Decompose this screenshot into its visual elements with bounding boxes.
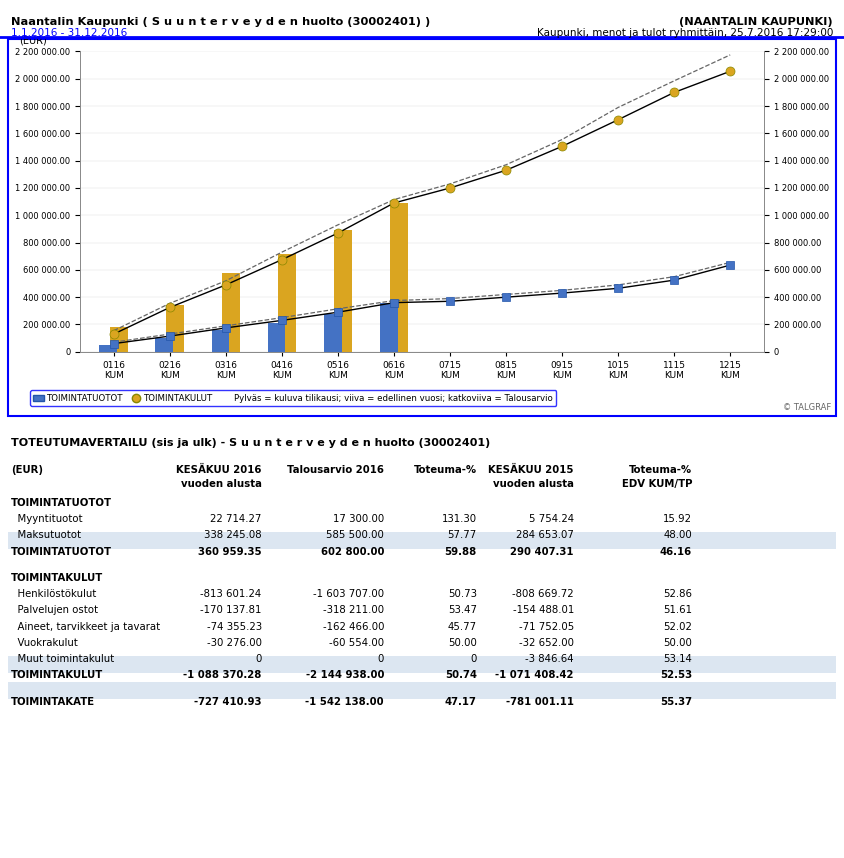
Text: -170 137.81: -170 137.81 bbox=[200, 605, 262, 615]
Text: 0: 0 bbox=[255, 654, 262, 664]
Bar bbox=[222, 274, 241, 352]
Text: -727 410.93: -727 410.93 bbox=[194, 697, 262, 706]
Text: TOIMINTAKULUT: TOIMINTAKULUT bbox=[11, 670, 103, 680]
Text: 52.02: 52.02 bbox=[663, 621, 692, 631]
Text: Talousarvio 2016: Talousarvio 2016 bbox=[287, 465, 384, 475]
Text: 50.00: 50.00 bbox=[448, 637, 477, 648]
Text: KESÄKUU 2015: KESÄKUU 2015 bbox=[489, 465, 574, 475]
Text: TOIMINTAKULUT: TOIMINTAKULUT bbox=[11, 572, 103, 583]
Text: 48.00: 48.00 bbox=[663, 530, 692, 541]
Text: Kaupunki, menot ja tulot ryhmittäin, 25.7.2016 17:29:00: Kaupunki, menot ja tulot ryhmittäin, 25.… bbox=[537, 28, 833, 39]
Bar bbox=[334, 230, 352, 352]
Text: (EUR): (EUR) bbox=[19, 35, 46, 45]
Bar bbox=[323, 313, 342, 352]
Text: Aineet, tarvikkeet ja tavarat: Aineet, tarvikkeet ja tavarat bbox=[11, 621, 160, 631]
Text: -32 652.00: -32 652.00 bbox=[519, 637, 574, 648]
Bar bbox=[100, 345, 117, 352]
Text: -318 211.00: -318 211.00 bbox=[323, 605, 384, 615]
Text: vuoden alusta: vuoden alusta bbox=[493, 479, 574, 489]
Bar bbox=[166, 305, 184, 352]
Text: 50.00: 50.00 bbox=[663, 637, 692, 648]
Text: -1 071 408.42: -1 071 408.42 bbox=[495, 670, 574, 680]
Text: TOIMINTATUOTOT: TOIMINTATUOTOT bbox=[11, 547, 112, 557]
Text: -71 752.05: -71 752.05 bbox=[519, 621, 574, 631]
Bar bbox=[380, 303, 398, 352]
Text: 1.1.2016 - 31.12.2016: 1.1.2016 - 31.12.2016 bbox=[11, 28, 127, 39]
Text: 15.92: 15.92 bbox=[663, 514, 692, 524]
Text: 53.14: 53.14 bbox=[663, 654, 692, 664]
Text: (EUR): (EUR) bbox=[11, 465, 43, 475]
Text: 338 245.08: 338 245.08 bbox=[204, 530, 262, 541]
Text: -781 001.11: -781 001.11 bbox=[506, 697, 574, 706]
Text: -1 603 707.00: -1 603 707.00 bbox=[313, 589, 384, 599]
Bar bbox=[111, 327, 128, 352]
Text: Toteuma-%: Toteuma-% bbox=[414, 465, 477, 475]
Text: 0: 0 bbox=[377, 654, 384, 664]
Text: 585 500.00: 585 500.00 bbox=[326, 530, 384, 541]
Text: -1 542 138.00: -1 542 138.00 bbox=[306, 697, 384, 706]
Text: -60 554.00: -60 554.00 bbox=[329, 637, 384, 648]
Text: 0: 0 bbox=[470, 654, 477, 664]
Text: -162 466.00: -162 466.00 bbox=[322, 621, 384, 631]
Legend: TOIMINTATUOTOT, TOIMINTAKULUT, Pylväs = kuluva tilikausi; viiva = edellinen vuos: TOIMINTATUOTOT, TOIMINTAKULUT, Pylväs = … bbox=[30, 390, 556, 406]
Text: 53.47: 53.47 bbox=[448, 605, 477, 615]
Text: 52.86: 52.86 bbox=[663, 589, 692, 599]
Text: 59.88: 59.88 bbox=[445, 547, 477, 557]
Bar bbox=[279, 253, 296, 352]
Text: 45.77: 45.77 bbox=[447, 621, 477, 631]
Text: TOIMINTAKATE: TOIMINTAKATE bbox=[11, 697, 95, 706]
Text: Palvelujen ostot: Palvelujen ostot bbox=[11, 605, 98, 615]
Text: -808 669.72: -808 669.72 bbox=[512, 589, 574, 599]
Bar bbox=[268, 323, 285, 352]
Text: Naantalin Kaupunki ( S u u n t e r v e y d e n huolto (30002401) ): Naantalin Kaupunki ( S u u n t e r v e y… bbox=[11, 17, 430, 27]
Text: 22 714.27: 22 714.27 bbox=[210, 514, 262, 524]
Text: 602 800.00: 602 800.00 bbox=[321, 547, 384, 557]
Bar bbox=[212, 330, 230, 352]
Text: 17 300.00: 17 300.00 bbox=[333, 514, 384, 524]
Bar bbox=[155, 338, 173, 352]
Text: vuoden alusta: vuoden alusta bbox=[181, 479, 262, 489]
Text: © TALGRAF: © TALGRAF bbox=[783, 403, 831, 412]
Text: EDV KUM/TP: EDV KUM/TP bbox=[621, 479, 692, 489]
Text: 47.17: 47.17 bbox=[445, 697, 477, 706]
Text: -2 144 938.00: -2 144 938.00 bbox=[306, 670, 384, 680]
Text: 131.30: 131.30 bbox=[441, 514, 477, 524]
Text: 5 754.24: 5 754.24 bbox=[529, 514, 574, 524]
Text: 290 407.31: 290 407.31 bbox=[511, 547, 574, 557]
Text: -813 601.24: -813 601.24 bbox=[200, 589, 262, 599]
Text: 284 653.07: 284 653.07 bbox=[516, 530, 574, 541]
Text: TOTEUTUMAVERTAILU (sis ja ulk) - S u u n t e r v e y d e n huolto (30002401): TOTEUTUMAVERTAILU (sis ja ulk) - S u u n… bbox=[11, 438, 490, 448]
Text: 57.77: 57.77 bbox=[447, 530, 477, 541]
Text: Maksutuotot: Maksutuotot bbox=[11, 530, 81, 541]
Text: -74 355.23: -74 355.23 bbox=[207, 621, 262, 631]
Text: 51.61: 51.61 bbox=[663, 605, 692, 615]
Text: Muut toimintakulut: Muut toimintakulut bbox=[11, 654, 114, 664]
Text: Vuokrakulut: Vuokrakulut bbox=[11, 637, 78, 648]
Text: 360 959.35: 360 959.35 bbox=[198, 547, 262, 557]
Text: 55.37: 55.37 bbox=[660, 697, 692, 706]
Text: 50.73: 50.73 bbox=[448, 589, 477, 599]
Text: -1 088 370.28: -1 088 370.28 bbox=[183, 670, 262, 680]
Text: -154 488.01: -154 488.01 bbox=[512, 605, 574, 615]
Text: 52.53: 52.53 bbox=[660, 670, 692, 680]
Text: TOIMINTATUOTOT: TOIMINTATUOTOT bbox=[11, 498, 112, 508]
Text: -30 276.00: -30 276.00 bbox=[207, 637, 262, 648]
Bar bbox=[391, 203, 408, 352]
Text: -3 846.64: -3 846.64 bbox=[525, 654, 574, 664]
Text: KESÄKUU 2016: KESÄKUU 2016 bbox=[176, 465, 262, 475]
Text: 46.16: 46.16 bbox=[660, 547, 692, 557]
Text: 50.74: 50.74 bbox=[445, 670, 477, 680]
Text: Myyntituotot: Myyntituotot bbox=[11, 514, 83, 524]
Text: (NAANTALIN KAUPUNKI): (NAANTALIN KAUPUNKI) bbox=[679, 17, 833, 27]
Text: Toteuma-%: Toteuma-% bbox=[629, 465, 692, 475]
Text: Henkilöstökulut: Henkilöstökulut bbox=[11, 589, 96, 599]
